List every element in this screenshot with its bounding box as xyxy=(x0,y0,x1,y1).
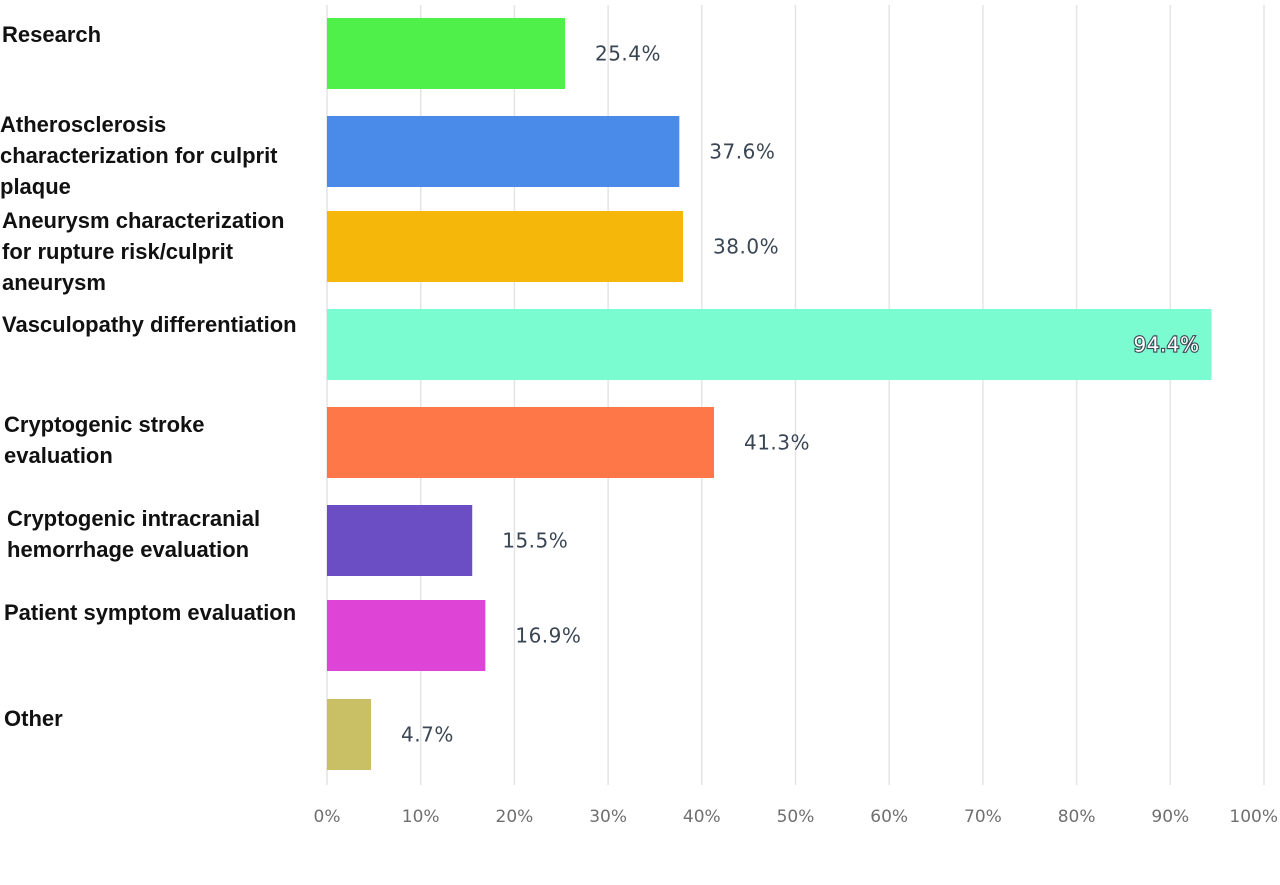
x-tick-label: 10% xyxy=(402,807,440,827)
bar-value-label: 37.6% xyxy=(709,140,775,164)
bar-value-label: 15.5% xyxy=(502,529,568,553)
x-tick-label: 100% xyxy=(1229,807,1278,827)
x-tick-label: 30% xyxy=(589,807,627,827)
category-label-line: evaluation xyxy=(4,443,113,468)
x-tick-label: 40% xyxy=(683,807,721,827)
bar xyxy=(327,600,486,671)
category-label-line: Patient symptom evaluation xyxy=(4,600,297,625)
x-tick-label: 80% xyxy=(1058,807,1096,827)
category-label: Cryptogenic stroke evaluation xyxy=(4,409,326,471)
category-label: Aneurysm characterization for rupture ris… xyxy=(2,205,324,298)
category-label-line: aneurysm xyxy=(2,270,106,295)
category-label-line: Other xyxy=(4,706,63,731)
category-label: Other xyxy=(4,703,326,734)
bar xyxy=(327,309,1212,380)
bars xyxy=(327,18,1212,770)
x-tick-label: 60% xyxy=(870,807,908,827)
bar xyxy=(327,505,473,576)
bar xyxy=(327,211,684,282)
category-label-line: Aneurysm characterization xyxy=(2,208,285,233)
bar xyxy=(327,116,680,187)
data-labels: 25.4% 37.6% 38.0% 94.4% 41.3% 15.5% 16.9% 4.7% xyxy=(401,42,1200,747)
category-label-line: characterization for culprit xyxy=(0,143,278,168)
x-tick-label: 20% xyxy=(496,807,534,827)
category-label: Vasculopathy differentiation xyxy=(2,309,324,340)
category-label: Patient symptom evaluation xyxy=(4,597,326,628)
category-label-line: Vasculopathy differentiation xyxy=(2,312,297,337)
bar-value-label: 38.0% xyxy=(713,235,779,259)
category-label: Atherosclerosis characterization for culp… xyxy=(0,109,322,202)
category-label-line: hemorrhage evaluation xyxy=(7,537,250,562)
bar-value-label: 16.9% xyxy=(515,624,581,648)
x-tick-label: 0% xyxy=(314,807,341,827)
bar xyxy=(327,699,372,770)
bar-value-label: 25.4% xyxy=(595,42,661,66)
bar-value-label: 41.3% xyxy=(744,431,810,455)
bar-value-label: 94.4% xyxy=(1133,333,1199,357)
category-label: Cryptogenic intracranial hemorrhage evalu… xyxy=(7,503,329,565)
x-tick-label: 50% xyxy=(777,807,815,827)
category-label: Research xyxy=(2,19,324,50)
x-tick-label: 90% xyxy=(1151,807,1189,827)
bar-value-label: 4.7% xyxy=(401,723,454,747)
category-label-line: Cryptogenic stroke xyxy=(4,412,205,437)
category-label-line: for rupture risk/culprit xyxy=(2,239,234,264)
x-tick-label: 70% xyxy=(964,807,1002,827)
category-label-line: Cryptogenic intracranial xyxy=(7,506,261,531)
bar xyxy=(327,18,565,89)
bar xyxy=(327,407,714,478)
category-label-line: Atherosclerosis xyxy=(0,112,167,137)
category-label-line: plaque xyxy=(0,174,71,199)
x-axis-ticks: 0% 10% 20% 30% 40% 50% 60% 70% 80% 90% 100% xyxy=(314,807,1278,827)
category-label-line: Research xyxy=(2,22,102,47)
